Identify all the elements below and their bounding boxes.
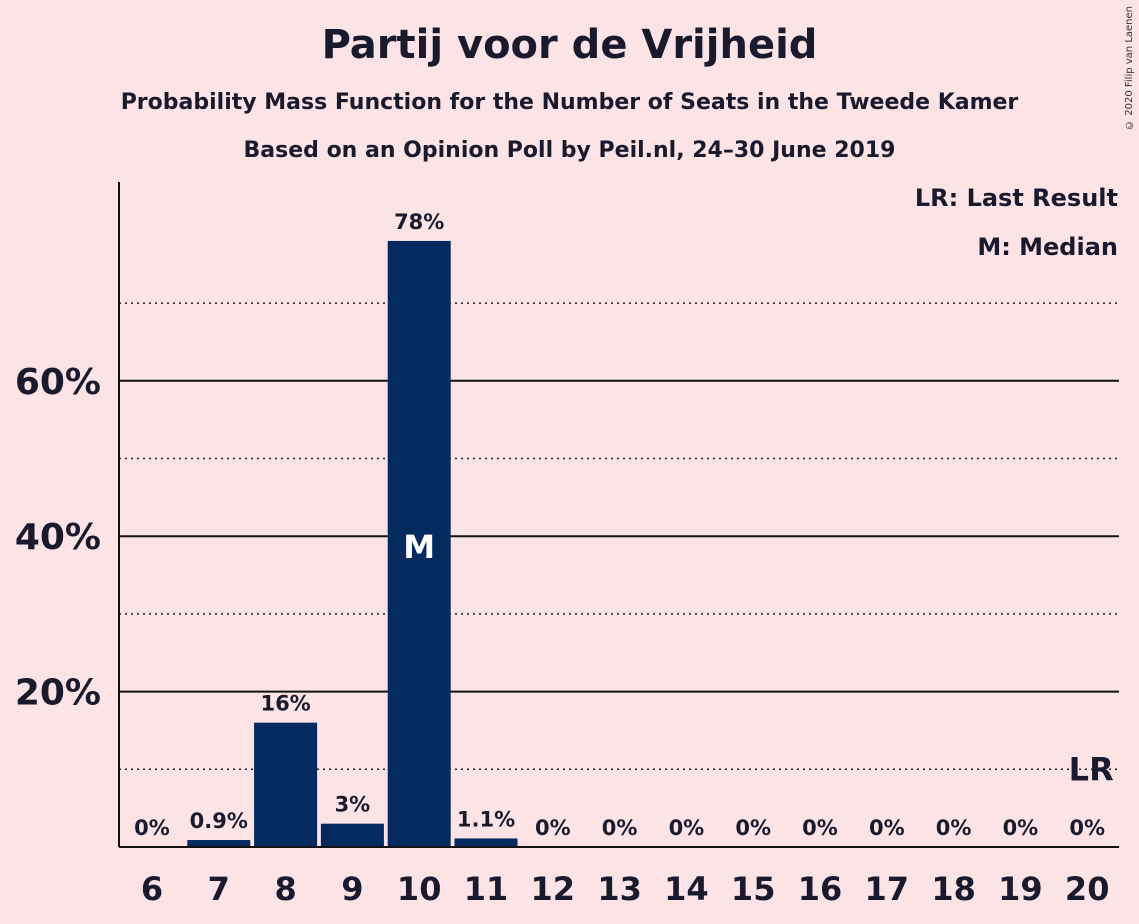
data-label-15: 0%: [735, 816, 771, 840]
x-tick-label: 8: [274, 870, 296, 908]
x-tick-label: 6: [141, 870, 163, 908]
y-tick-label: 60%: [15, 362, 101, 403]
bar-11: [454, 838, 518, 847]
data-label-11: 1.1%: [457, 807, 515, 831]
x-tick-label: 15: [731, 870, 776, 908]
x-tick-label: 7: [208, 870, 230, 908]
data-label-18: 0%: [936, 816, 972, 840]
chart-subtitle: Probability Mass Function for the Number…: [120, 90, 1019, 115]
data-label-14: 0%: [669, 816, 705, 840]
data-label-19: 0%: [1003, 816, 1039, 840]
x-tick-label: 18: [931, 870, 976, 908]
legend-median: M: Median: [977, 233, 1118, 261]
x-tick-label: 16: [798, 870, 843, 908]
legend-last-result: LR: Last Result: [914, 184, 1118, 212]
x-tick-label: 12: [531, 870, 576, 908]
data-label-17: 0%: [869, 816, 905, 840]
bar-10: [387, 240, 451, 847]
x-tick-label: 13: [597, 870, 642, 908]
data-label-9: 3%: [335, 793, 371, 817]
median-marker: M: [403, 528, 435, 566]
x-tick-label: 10: [397, 870, 442, 908]
data-label-6: 0%: [134, 816, 170, 840]
bar-9: [320, 823, 384, 847]
y-tick-label: 40%: [15, 517, 101, 558]
data-label-12: 0%: [535, 816, 571, 840]
bar-8: [254, 722, 318, 847]
chart-source-subtitle: Based on an Opinion Poll by Peil.nl, 24–…: [243, 138, 896, 163]
x-tick-label: 19: [998, 870, 1043, 908]
x-tick-label: 20: [1065, 870, 1110, 908]
y-tick-label: 20%: [15, 673, 101, 714]
x-tick-label: 17: [865, 870, 910, 908]
data-label-8: 16%: [260, 692, 310, 716]
data-label-16: 0%: [802, 816, 838, 840]
x-tick-label: 14: [664, 870, 709, 908]
x-tick-label: 9: [341, 870, 363, 908]
chart-title: Partij voor de Vrijheid: [321, 22, 818, 68]
data-label-10: 78%: [394, 210, 444, 234]
data-label-20: 0%: [1069, 816, 1105, 840]
data-label-7: 0.9%: [190, 809, 248, 833]
x-tick-label: 11: [464, 870, 509, 908]
last-result-marker: LR: [1069, 750, 1114, 788]
data-label-13: 0%: [602, 816, 638, 840]
bar-7: [187, 840, 251, 847]
